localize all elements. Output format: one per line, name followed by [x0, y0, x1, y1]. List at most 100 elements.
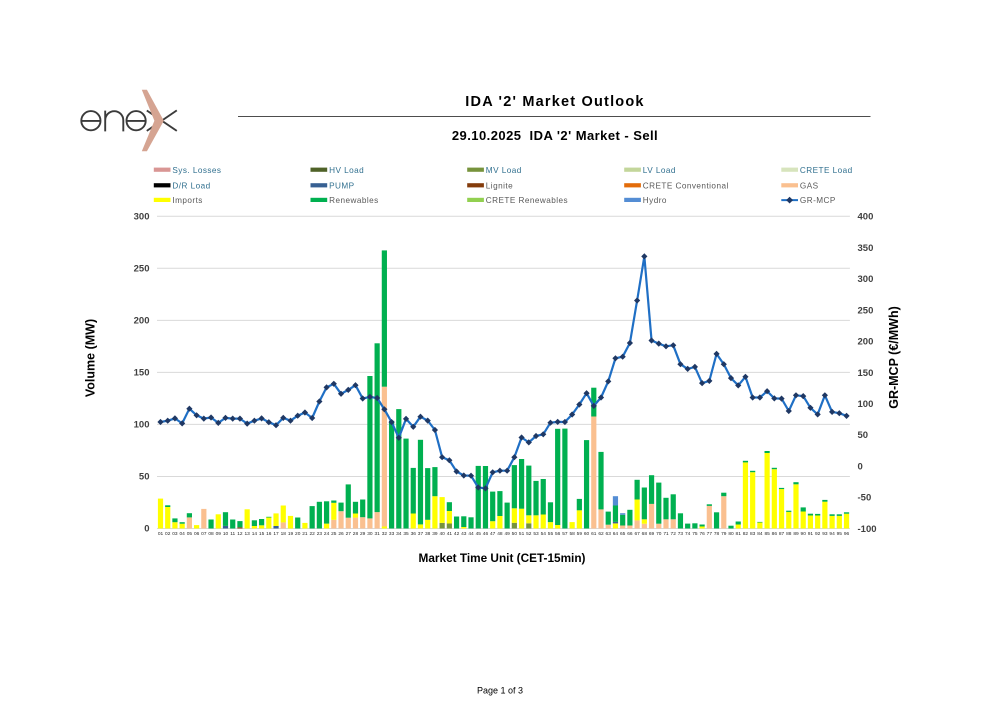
svg-text:71: 71 — [663, 531, 669, 537]
svg-text:GR-MCP (€/MWh): GR-MCP (€/MWh) — [887, 306, 901, 409]
svg-text:75: 75 — [692, 531, 698, 537]
svg-text:51: 51 — [519, 531, 525, 537]
svg-text:GR-MCP: GR-MCP — [800, 196, 836, 205]
svg-text:40: 40 — [439, 531, 445, 537]
svg-text:78: 78 — [714, 531, 720, 537]
svg-text:200: 200 — [858, 337, 874, 348]
svg-text:Lignite: Lignite — [486, 181, 513, 190]
svg-text:89: 89 — [793, 531, 799, 537]
svg-text:27: 27 — [346, 531, 352, 537]
svg-text:D/R Load: D/R Load — [172, 181, 210, 190]
svg-text:48: 48 — [497, 531, 503, 537]
svg-text:05: 05 — [187, 531, 193, 537]
svg-text:01: 01 — [158, 531, 164, 537]
svg-text:58: 58 — [569, 531, 575, 537]
svg-text:80: 80 — [728, 531, 734, 537]
svg-text:CRETE Load: CRETE Load — [800, 166, 853, 175]
svg-text:20: 20 — [295, 531, 301, 537]
svg-text:IDA '2' Market Outlook: IDA '2' Market Outlook — [465, 94, 644, 110]
svg-text:94: 94 — [829, 531, 835, 537]
svg-text:65: 65 — [620, 531, 626, 537]
svg-text:23: 23 — [317, 531, 323, 537]
svg-text:83: 83 — [750, 531, 756, 537]
svg-text:72: 72 — [671, 531, 677, 537]
svg-text:250: 250 — [858, 305, 874, 316]
svg-text:29: 29 — [360, 531, 366, 537]
svg-text:17: 17 — [273, 531, 279, 537]
svg-text:86: 86 — [772, 531, 778, 537]
svg-text:66: 66 — [627, 531, 633, 537]
svg-text:Page 1 of 3: Page 1 of 3 — [477, 686, 523, 696]
svg-text:34: 34 — [396, 531, 402, 537]
svg-text:73: 73 — [678, 531, 684, 537]
svg-text:90: 90 — [801, 531, 807, 537]
svg-text:300: 300 — [134, 212, 150, 223]
svg-text:44: 44 — [468, 531, 474, 537]
svg-text:36: 36 — [411, 531, 417, 537]
svg-text:42: 42 — [454, 531, 460, 537]
svg-text:46: 46 — [483, 531, 489, 537]
svg-text:09: 09 — [216, 531, 222, 537]
svg-text:70: 70 — [656, 531, 662, 537]
svg-text:21: 21 — [302, 531, 308, 537]
svg-text:MV Load: MV Load — [486, 166, 522, 175]
svg-text:LV Load: LV Load — [643, 166, 676, 175]
svg-text:29.10.2025 IDA '2' Market - S: 29.10.2025 IDA '2' Market - Sell — [452, 128, 658, 143]
svg-text:350: 350 — [858, 243, 874, 254]
svg-text:250: 250 — [134, 264, 150, 275]
svg-text:11: 11 — [230, 531, 235, 537]
svg-text:79: 79 — [721, 531, 727, 537]
svg-text:Sys. Losses: Sys. Losses — [172, 166, 221, 175]
svg-text:85: 85 — [764, 531, 770, 537]
svg-text:59: 59 — [577, 531, 583, 537]
svg-text:31: 31 — [374, 531, 380, 537]
svg-text:43: 43 — [461, 531, 467, 537]
svg-text:0: 0 — [144, 524, 149, 535]
svg-text:77: 77 — [707, 531, 713, 537]
svg-text:12: 12 — [237, 531, 243, 537]
svg-text:GAS: GAS — [800, 181, 819, 190]
svg-text:100: 100 — [134, 420, 150, 431]
svg-text:-100: -100 — [858, 524, 877, 535]
svg-text:25: 25 — [331, 531, 337, 537]
svg-text:PUMP: PUMP — [329, 181, 355, 190]
svg-text:19: 19 — [288, 531, 294, 537]
svg-text:55: 55 — [548, 531, 554, 537]
svg-text:41: 41 — [447, 531, 453, 537]
svg-text:16: 16 — [266, 531, 272, 537]
svg-text:Imports: Imports — [172, 196, 202, 205]
svg-text:33: 33 — [389, 531, 395, 537]
svg-text:62: 62 — [598, 531, 604, 537]
svg-text:100: 100 — [858, 399, 874, 410]
svg-text:91: 91 — [808, 531, 814, 537]
svg-text:54: 54 — [541, 531, 547, 537]
svg-text:68: 68 — [642, 531, 648, 537]
svg-text:18: 18 — [281, 531, 287, 537]
svg-text:35: 35 — [403, 531, 409, 537]
svg-text:96: 96 — [844, 531, 850, 537]
svg-text:61: 61 — [591, 531, 597, 537]
svg-text:Hydro: Hydro — [643, 196, 667, 205]
svg-text:37: 37 — [418, 531, 424, 537]
svg-text:69: 69 — [649, 531, 655, 537]
svg-text:81: 81 — [736, 531, 742, 537]
svg-text:32: 32 — [382, 531, 388, 537]
svg-text:64: 64 — [613, 531, 619, 537]
svg-text:39: 39 — [432, 531, 438, 537]
svg-text:300: 300 — [858, 274, 874, 285]
svg-text:150: 150 — [134, 368, 150, 379]
svg-text:76: 76 — [699, 531, 705, 537]
svg-text:93: 93 — [822, 531, 828, 537]
svg-text:10: 10 — [223, 531, 229, 537]
svg-text:67: 67 — [634, 531, 640, 537]
svg-text:82: 82 — [743, 531, 749, 537]
svg-text:08: 08 — [208, 531, 214, 537]
svg-text:02: 02 — [165, 531, 171, 537]
svg-text:-50: -50 — [858, 493, 872, 504]
svg-text:13: 13 — [244, 531, 250, 537]
svg-text:07: 07 — [201, 531, 207, 537]
svg-text:22: 22 — [309, 531, 315, 537]
svg-text:150: 150 — [858, 368, 874, 379]
svg-text:28: 28 — [353, 531, 359, 537]
svg-text:HV Load: HV Load — [329, 166, 364, 175]
